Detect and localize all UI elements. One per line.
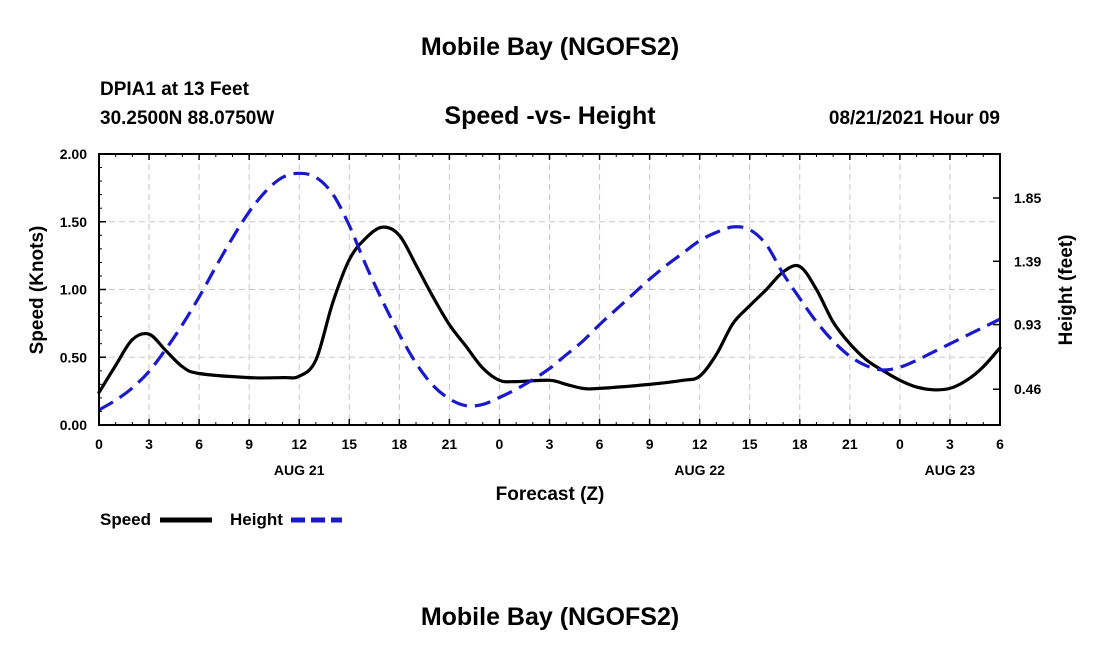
- chart-subtitle: Speed -vs- Height: [444, 102, 656, 130]
- x-tick-label: 9: [245, 436, 253, 452]
- y-right-tick-label: 0.46: [1014, 381, 1041, 397]
- y-left-tick-label: 1.00: [60, 282, 87, 298]
- x-tick-label: 0: [896, 436, 904, 452]
- series-line-height: [98, 171, 1001, 412]
- y-left-tick-label: 2.00: [60, 146, 87, 162]
- x-tick-label: 3: [145, 436, 153, 452]
- x-tick-label: 18: [392, 436, 408, 452]
- y-right-tick-label: 1.85: [1014, 190, 1041, 206]
- x-tick-label: 0: [95, 436, 103, 452]
- x-tick-label: 6: [996, 436, 1004, 452]
- x-tick-label: 0: [496, 436, 504, 452]
- datetime-label: 08/21/2021 Hour 09: [829, 108, 1000, 129]
- station-label: DPIA1 at 13 Feet: [100, 79, 250, 100]
- x-tick-label: 15: [341, 436, 357, 452]
- coords-label: 30.2500N 88.0750W: [100, 108, 274, 129]
- x-tick-label: 12: [291, 436, 307, 452]
- x-tick-label: 9: [646, 436, 654, 452]
- y-right-tick-label: 1.39: [1014, 253, 1041, 269]
- bottom-title: Mobile Bay (NGOFS2): [421, 603, 679, 631]
- grid: [99, 154, 1000, 425]
- y-axis-right-label: Height (feet): [1056, 235, 1077, 346]
- x-tick-label: 12: [692, 436, 708, 452]
- x-tick-label: 15: [742, 436, 758, 452]
- series-layer: [97, 171, 1002, 412]
- y-left-tick-label: 0.00: [60, 417, 87, 433]
- x-tick-label: 3: [946, 436, 954, 452]
- x-tick-label: 3: [546, 436, 554, 452]
- x-tick-label: 6: [596, 436, 604, 452]
- x-axis-label: Forecast (Z): [496, 484, 605, 505]
- y-left-tick-label: 0.50: [60, 349, 87, 365]
- x-tick-label: 18: [792, 436, 808, 452]
- legend-height-label: Height: [230, 510, 283, 529]
- x-tick-label: 6: [195, 436, 203, 452]
- y-right-tick-label: 0.93: [1014, 317, 1041, 333]
- date-label: AUG 22: [674, 462, 725, 478]
- legend-speed-label: Speed: [100, 510, 151, 529]
- ticks-layer: 0 3 6 9 12 15 18 21 0 3 6 9 12 15 18 21 0 3 6 AUG 21 AUG 22 A…: [60, 146, 1042, 478]
- series-line-speed: [97, 225, 1002, 395]
- top-title: Mobile Bay (NGOFS2): [421, 33, 679, 61]
- date-label: AUG 23: [925, 462, 976, 478]
- x-tick-label: 21: [442, 436, 458, 452]
- y-left-tick-label: 1.50: [60, 214, 87, 230]
- date-label: AUG 21: [274, 462, 325, 478]
- y-axis-left-label: Speed (Knots): [27, 226, 48, 355]
- legend: Speed Height: [100, 510, 342, 529]
- x-tick-label: 21: [842, 436, 858, 452]
